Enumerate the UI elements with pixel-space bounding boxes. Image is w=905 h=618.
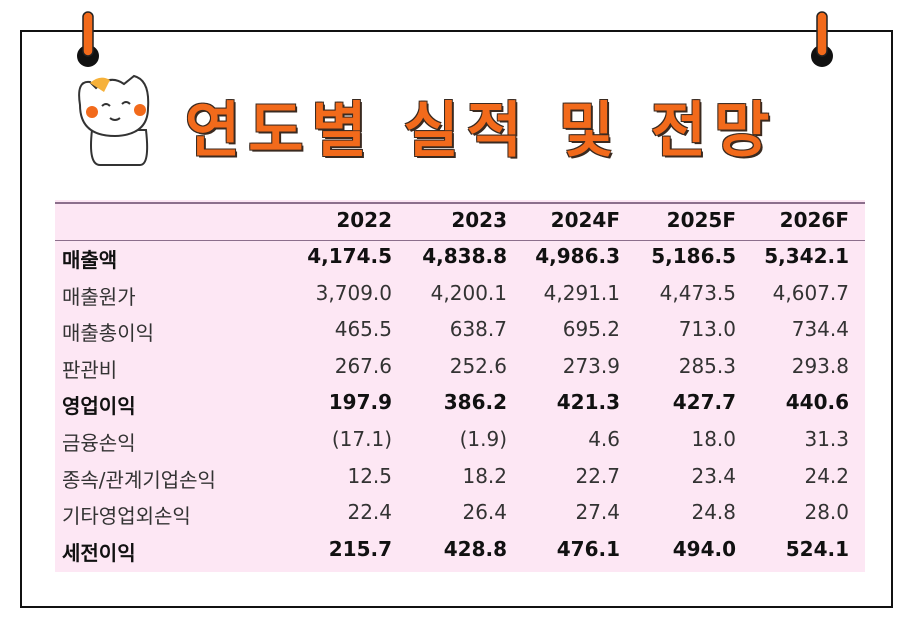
- column-header: 2025F: [666, 208, 736, 232]
- cell: 734.4: [791, 317, 849, 342]
- cell: 3,709.0: [315, 280, 392, 305]
- cell: 4,986.3: [535, 244, 620, 268]
- cell: 695.2: [562, 317, 620, 342]
- column-header: 2026F: [779, 208, 849, 232]
- cell: (1.9): [459, 427, 507, 451]
- column-header: 2023: [451, 208, 507, 232]
- cell: 18.2: [462, 463, 507, 488]
- cell: 4.6: [588, 427, 620, 451]
- cell: 4,200.1: [430, 280, 507, 305]
- cell: (17.1): [331, 427, 392, 451]
- cell: 24.2: [804, 463, 849, 488]
- cell: 24.8: [691, 500, 736, 525]
- cell: 27.4: [575, 500, 620, 525]
- cell: 5,342.1: [764, 244, 849, 268]
- row-label: 영업이익: [62, 394, 136, 419]
- cell: 638.7: [449, 317, 507, 342]
- cell: 494.0: [672, 536, 736, 561]
- cell: 273.9: [562, 353, 620, 378]
- cell: 4,473.5: [659, 280, 736, 305]
- cell: 22.7: [575, 463, 620, 488]
- row-label: 매출원가: [62, 284, 136, 309]
- cell: 5,186.5: [651, 244, 736, 268]
- table: 2022 2023 2024F 2025F 2026F 매출액 4,174.5 4,838.8…: [55, 200, 865, 572]
- pin: [82, 11, 94, 57]
- row-label: 매출총이익: [62, 321, 154, 346]
- cell: 28.0: [804, 500, 849, 525]
- cell: 386.2: [443, 390, 507, 415]
- cell: 22.4: [347, 500, 392, 525]
- cell: 215.7: [328, 536, 392, 561]
- row-label: 판관비: [62, 357, 118, 382]
- row-label: 매출액: [62, 248, 118, 272]
- cell: 293.8: [791, 353, 849, 378]
- cell: 23.4: [691, 463, 736, 488]
- cell: 197.9: [328, 390, 392, 415]
- cell: 252.6: [449, 353, 507, 378]
- cell: 18.0: [691, 427, 736, 451]
- cell: 428.8: [443, 536, 507, 561]
- column-header: 2024F: [550, 208, 620, 232]
- cat-icon: [78, 74, 150, 166]
- header-row: [55, 202, 865, 241]
- cell: 713.0: [678, 317, 736, 342]
- cell: 12.5: [347, 463, 392, 488]
- cell: 4,607.7: [772, 280, 849, 305]
- cell: 4,838.8: [422, 244, 507, 268]
- cell: 476.1: [556, 536, 620, 561]
- pin: [816, 11, 828, 57]
- row-label: 금융손익: [62, 431, 136, 455]
- cell: 421.3: [556, 390, 620, 415]
- row-label: 종속/관계기업손익: [62, 467, 216, 492]
- row-label: 기타영업외손익: [62, 504, 191, 529]
- cell: 26.4: [462, 500, 507, 525]
- title: 연도별 실적 및 전망: [185, 96, 778, 166]
- cell: 465.5: [334, 317, 392, 342]
- cell: 440.6: [785, 390, 849, 415]
- column-header: 2022: [336, 208, 392, 232]
- cell: 285.3: [678, 353, 736, 378]
- cell: 267.6: [334, 353, 392, 378]
- cell: 31.3: [804, 427, 849, 451]
- cell: 427.7: [672, 390, 736, 415]
- cell: 4,291.1: [543, 280, 620, 305]
- cell: 524.1: [785, 536, 849, 561]
- cell: 4,174.5: [307, 244, 392, 268]
- row-label: 세전이익: [62, 540, 136, 565]
